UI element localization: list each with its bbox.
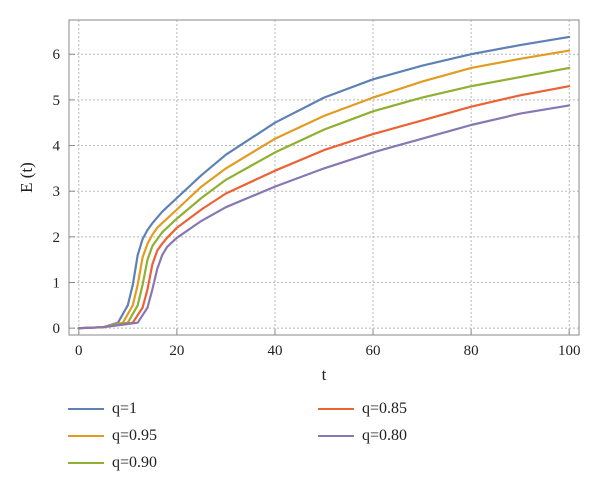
series-line-4 [77,104,571,330]
x-tick-label-2: 40 [267,343,282,359]
legend-item-3: q=0.85 [318,398,407,420]
legend-label-2: q=0.90 [112,454,158,471]
legend-label-4: q=0.80 [362,427,408,444]
series-line-0 [77,35,571,330]
x-axis-label: t [322,365,327,384]
legend-swatch-4 [318,435,354,437]
series-line-3 [77,85,571,330]
legend-label-0: q=1 [112,400,138,417]
legend-label-3: q=0.85 [362,400,408,417]
x-tick-label-0: 0 [75,343,83,359]
legend-swatch-0 [68,408,104,410]
x-tick-label-4: 80 [464,343,479,359]
x-tick-label-3: 60 [366,343,381,359]
y-axis-label: E (t) [17,162,36,193]
series-line-2 [77,66,571,330]
y-tick-label-2: 2 [53,230,61,246]
series-line-1 [77,49,571,330]
legend-item-0: q=1 [68,398,137,420]
series-lines [77,35,571,330]
plot-frame [68,19,580,336]
legend-swatch-3 [318,408,354,410]
legend-item-1: q=0.95 [68,425,157,447]
x-tick-label-1: 20 [169,343,184,359]
y-tick-label-5: 5 [53,93,61,109]
chart: 0 20 40 60 80 100 0 1 2 3 4 5 6 t E (t) [17,19,581,384]
y-tick-label-1: 1 [53,276,61,292]
legend: q=1 q=0.95 q=0.90 q=0.85 q=0.80 [68,398,528,478]
legend-swatch-1 [68,435,104,437]
legend-swatch-2 [68,462,104,464]
y-tick-label-3: 3 [53,184,61,200]
legend-label-1: q=0.95 [112,427,158,444]
y-tick-label-4: 4 [53,139,61,155]
grid [69,20,579,335]
y-tick-label-6: 6 [53,47,61,63]
y-tick-label-0: 0 [53,321,61,337]
x-tick-label-5: 100 [558,343,581,359]
legend-item-2: q=0.90 [68,452,157,474]
legend-item-4: q=0.80 [318,425,407,447]
axes: 0 20 40 60 80 100 0 1 2 3 4 5 6 [53,19,581,359]
